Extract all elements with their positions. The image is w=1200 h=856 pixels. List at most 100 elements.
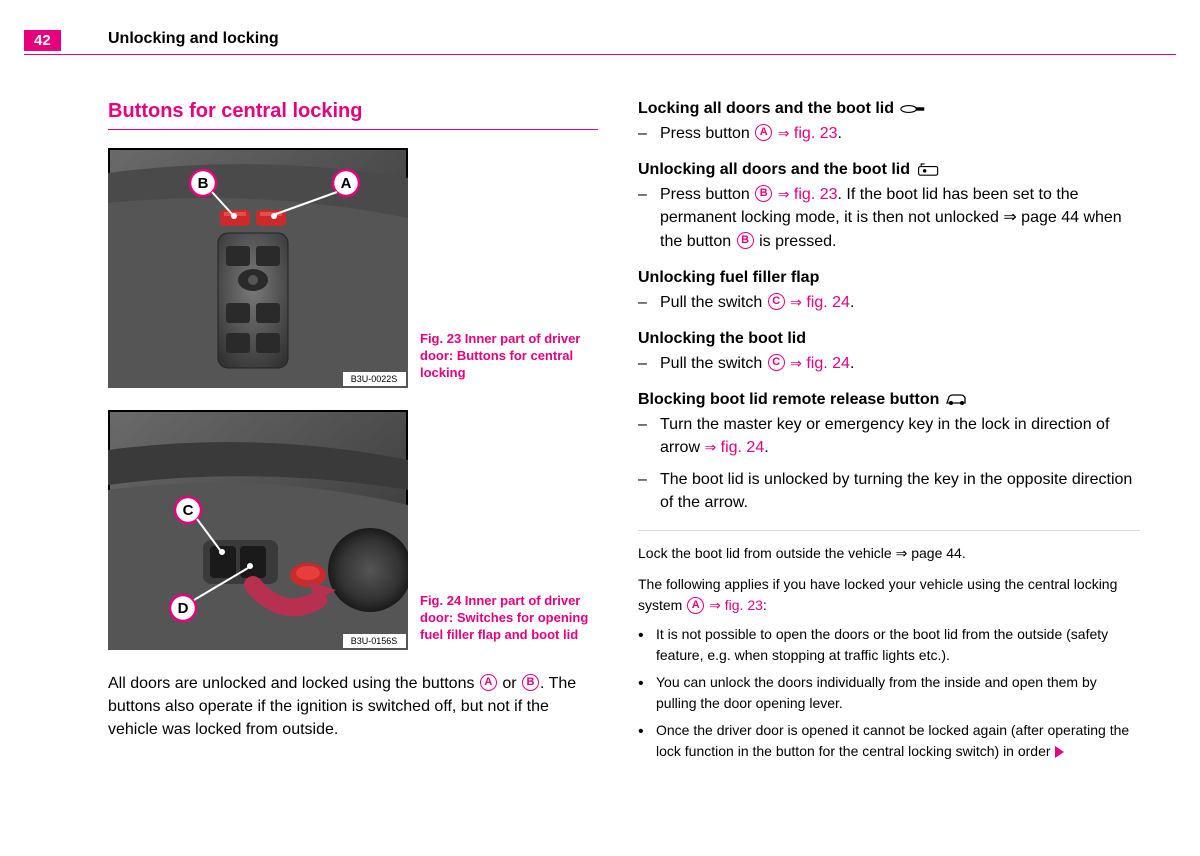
text: Unlocking fuel filler flap (638, 269, 819, 287)
text: Press button (660, 186, 754, 203)
callout-c-icon: C (768, 293, 785, 310)
bullet-item: • You can unlock the doors individually … (638, 672, 1140, 714)
dash: – (638, 468, 660, 514)
bullet-item: • It is not possible to open the doors o… (638, 624, 1140, 666)
text: is pressed. (755, 233, 837, 250)
arrow-icon: ⇒ (778, 125, 790, 141)
step: – Pull the switch C ⇒ fig. 24. (638, 352, 1140, 375)
step-text: Press button B ⇒ fig. 23. If the boot li… (660, 183, 1140, 253)
bullet-dot-icon: • (638, 720, 656, 762)
text: All doors are unlocked and locked using … (108, 675, 479, 692)
figure-24: C D B3U-0156S Fig. 24 Inner part of driv… (108, 410, 598, 650)
text: Press button (660, 125, 754, 142)
svg-text:C: C (183, 502, 194, 519)
step-text: Pull the switch C ⇒ fig. 24. (660, 291, 1140, 314)
step: – Turn the master key or emergency key i… (638, 413, 1140, 459)
text: . (850, 294, 854, 311)
step: – Press button B ⇒ fig. 23. If the boot … (638, 183, 1140, 253)
step-text: Pull the switch C ⇒ fig. 24. (660, 352, 1140, 375)
dash: – (638, 291, 660, 314)
callout-b-icon: B (522, 674, 539, 691)
bullet-dot-icon: • (638, 672, 656, 714)
dash: – (638, 183, 660, 253)
callout-a-icon: A (687, 597, 704, 614)
arrow-icon: ⇒ (704, 439, 716, 455)
text: . (850, 355, 854, 372)
callout-c-icon: C (768, 354, 785, 371)
divider (638, 530, 1140, 531)
paragraph: The following applies if you have locked… (638, 574, 1140, 616)
text: Unlocking all doors and the boot lid (638, 161, 910, 179)
text: . (838, 125, 842, 142)
section-heading: Buttons for central locking (108, 100, 598, 123)
svg-text:A: A (341, 175, 352, 192)
step-list: – Press button B ⇒ fig. 23. If the boot … (638, 183, 1140, 253)
fig-ref: fig. 23 (794, 125, 838, 142)
subheading-block-boot: Blocking boot lid remote release button (638, 391, 1140, 409)
text: Pull the switch (660, 294, 767, 311)
bullet-text: Once the driver door is opened it cannot… (656, 720, 1140, 762)
bullet-list: • It is not possible to open the doors o… (638, 624, 1140, 762)
step-text: The boot lid is unlocked by turning the … (660, 468, 1140, 514)
step-list: – Pull the switch C ⇒ fig. 24. (638, 291, 1140, 314)
unlock-icon (916, 162, 942, 178)
fig-ref: fig. 23 (794, 186, 838, 203)
callout-a-icon: A (755, 124, 772, 141)
figure-24-image: C D B3U-0156S (108, 410, 408, 650)
svg-text:B3U-0022S: B3U-0022S (351, 374, 398, 384)
text: Blocking boot lid remote release button (638, 391, 939, 409)
figure-24-caption: Fig. 24 Inner part of driver door: Switc… (420, 593, 590, 650)
text: : (763, 597, 767, 613)
step-list: – Press button A ⇒ fig. 23. (638, 122, 1140, 145)
figure-23: B A B3U-0022S Fig. 23 Inner part of driv… (108, 148, 598, 388)
arrow-icon: ⇒ (709, 597, 721, 613)
svg-text:D: D (178, 600, 189, 617)
step-text: Turn the master key or emergency key in … (660, 413, 1140, 459)
figure-23-image: B A B3U-0022S (108, 148, 408, 388)
right-column: Locking all doors and the boot lid – Pre… (638, 100, 1140, 836)
callout-a-icon: A (480, 674, 497, 691)
subheading-boot-lid: Unlocking the boot lid (638, 330, 1140, 348)
fig-ref: fig. 24 (721, 439, 765, 456)
fig-ref: fig. 23 (725, 597, 763, 613)
arrow-icon: ⇒ (778, 186, 790, 202)
subheading-lock-all: Locking all doors and the boot lid (638, 100, 1140, 118)
step-text: Press button A ⇒ fig. 23. (660, 122, 1140, 145)
text: Locking all doors and the boot lid (638, 100, 894, 118)
step: – The boot lid is unlocked by turning th… (638, 468, 1140, 514)
step: – Press button A ⇒ fig. 23. (638, 122, 1140, 145)
text: Unlocking the boot lid (638, 330, 806, 348)
header-rule (24, 54, 1176, 55)
step-list: – Turn the master key or emergency key i… (638, 413, 1140, 514)
arrow-icon: ⇒ (790, 355, 802, 371)
dash: – (638, 352, 660, 375)
bullet-dot-icon: • (638, 624, 656, 666)
svg-text:B: B (198, 175, 209, 192)
dash: – (638, 413, 660, 459)
step: – Pull the switch C ⇒ fig. 24. (638, 291, 1140, 314)
subheading-unlock-all: Unlocking all doors and the boot lid (638, 161, 1140, 179)
dash: – (638, 122, 660, 145)
figure-23-caption: Fig. 23 Inner part of driver door: Butto… (420, 331, 590, 388)
content-area: Buttons for central locking (108, 100, 1140, 836)
lock-icon (900, 102, 926, 116)
left-column: Buttons for central locking (108, 100, 598, 836)
text: . (764, 439, 768, 456)
callout-b-icon: B (737, 232, 754, 249)
fig-ref: fig. 24 (806, 294, 850, 311)
callout-b-icon: B (755, 185, 772, 202)
continue-icon (1055, 746, 1064, 758)
fig-ref: fig. 24 (806, 355, 850, 372)
left-body-paragraph: All doors are unlocked and locked using … (108, 672, 598, 742)
bullet-text: You can unlock the doors individually fr… (656, 672, 1140, 714)
bullet-item: • Once the driver door is opened it cann… (638, 720, 1140, 762)
heading-rule (108, 129, 598, 130)
step-list: – Pull the switch C ⇒ fig. 24. (638, 352, 1140, 375)
subheading-fuel-flap: Unlocking fuel filler flap (638, 269, 1140, 287)
text: Pull the switch (660, 355, 767, 372)
car-rear-icon (945, 393, 967, 407)
section-header: Unlocking and locking (108, 30, 279, 48)
page-number: 42 (24, 30, 61, 51)
paragraph: Lock the boot lid from outside the vehic… (638, 543, 1140, 564)
text: or (498, 675, 521, 692)
